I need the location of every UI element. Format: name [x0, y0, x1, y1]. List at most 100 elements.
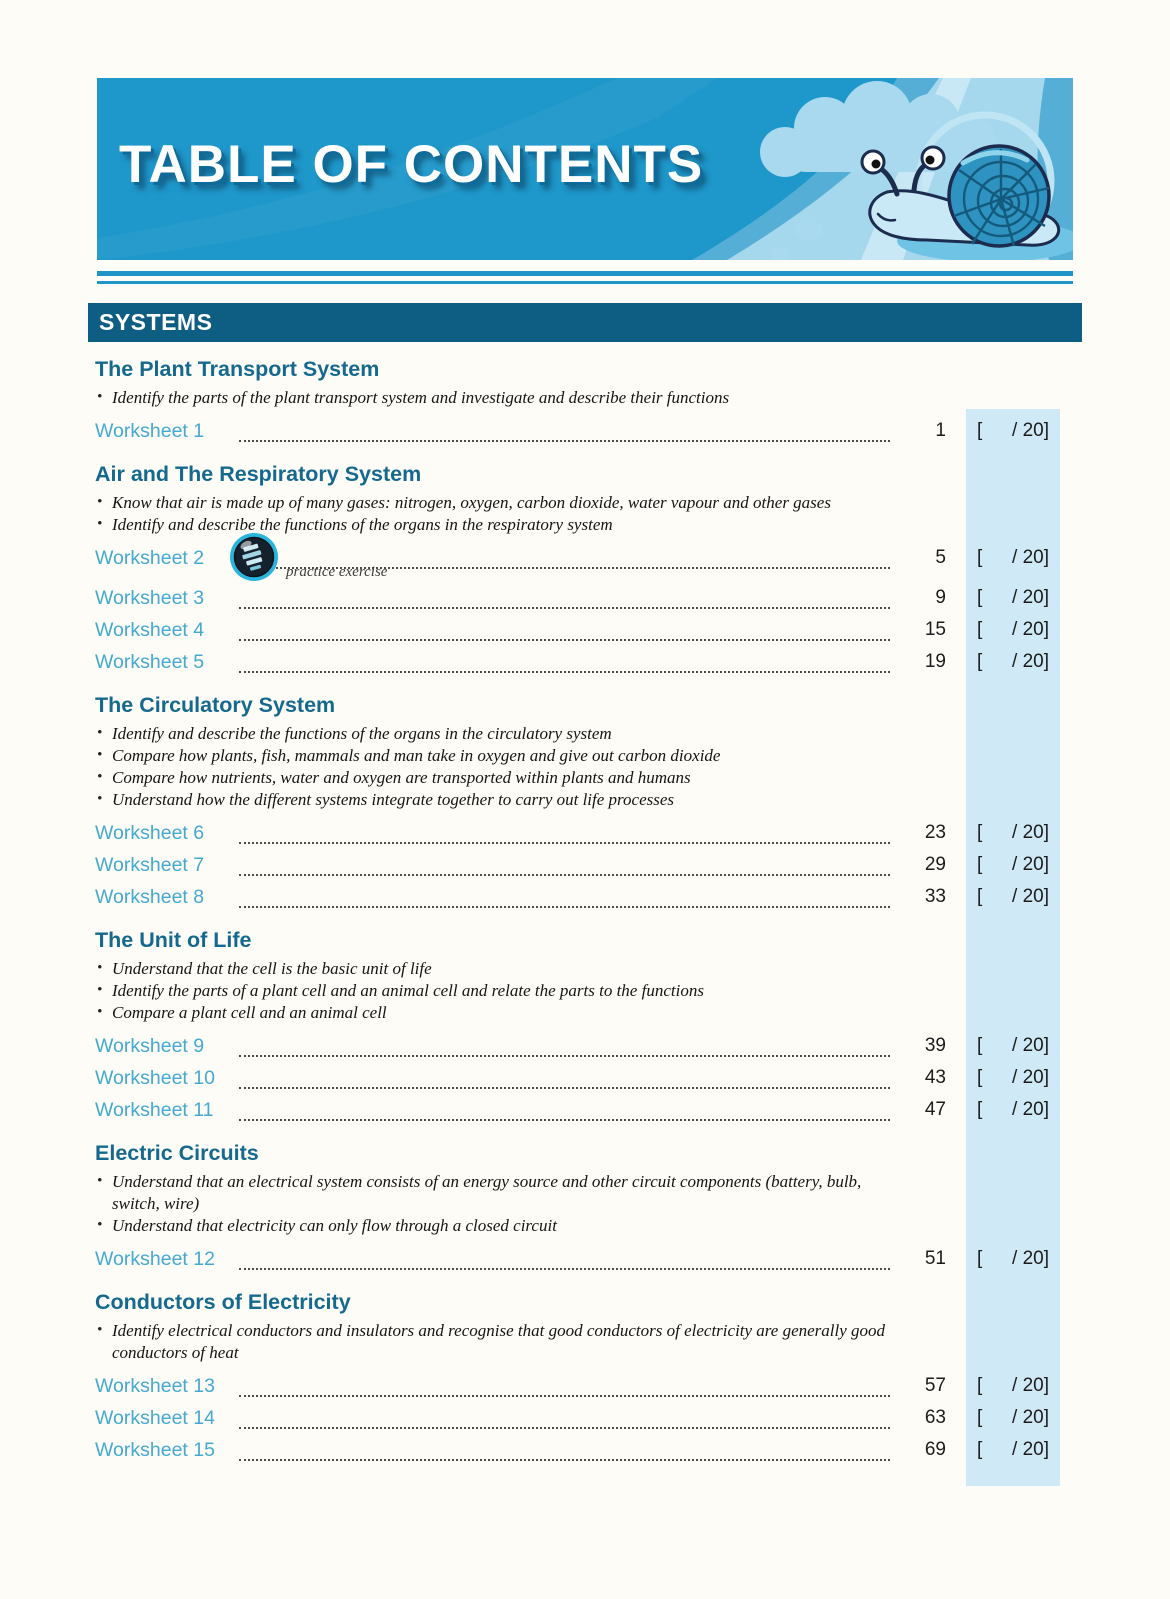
objective-item: Identify and describe the functions of t…: [95, 513, 910, 536]
page-number: 33: [924, 886, 946, 907]
score-box: [ / 20]: [966, 822, 1060, 844]
score-box: [ / 20]: [966, 854, 1060, 876]
worksheet-row[interactable]: Worksheet 8 33 [ / 20]: [95, 881, 1060, 913]
score-bracket-open: [: [977, 1067, 983, 1088]
score-box: [ / 20]: [966, 1248, 1060, 1270]
section-title: The Circulatory System: [95, 693, 336, 717]
section-objectives: Identify the parts of the plant transpor…: [95, 386, 910, 409]
score-box: [ / 20]: [966, 547, 1060, 569]
objective-item: Know that air is made up of many gases: …: [95, 491, 910, 514]
worksheet-row[interactable]: Worksheet 12 51 [ / 20]: [95, 1243, 1060, 1275]
page-number: 69: [924, 1439, 946, 1460]
score-box: [ / 20]: [966, 619, 1060, 641]
score-out-of: / 20]: [1012, 854, 1049, 875]
score-box: [ / 20]: [966, 886, 1060, 908]
score-bracket-open: [: [977, 1407, 983, 1428]
worksheet-row[interactable]: Worksheet 1 1 [ / 20]: [95, 415, 1060, 447]
worksheet-row[interactable]: Worksheet 10 43 [ / 20]: [95, 1062, 1060, 1094]
score-bracket-open: [: [977, 886, 983, 907]
worksheet-link[interactable]: Worksheet 15: [95, 1438, 215, 1461]
worksheet-rows: Worksheet 12 51 [ / 20]: [95, 1243, 1060, 1275]
objective-item: Understand that the cell is the basic un…: [95, 957, 910, 980]
worksheet-link[interactable]: Worksheet 5: [95, 650, 205, 673]
dotted-leader: [239, 1035, 890, 1057]
worksheet-rows: Worksheet 1 1 [ / 20]: [95, 415, 1060, 447]
page-number: 57: [924, 1375, 946, 1396]
toc-section: Air and The Respiratory System Know that…: [95, 461, 1060, 678]
worksheet-link[interactable]: Worksheet 12: [95, 1247, 215, 1270]
score-out-of: / 20]: [1012, 587, 1049, 608]
worksheet-row[interactable]: Worksheet 4 15 [ / 20]: [95, 614, 1060, 646]
worksheet-link[interactable]: Worksheet 13: [95, 1374, 215, 1397]
score-bracket-open: [: [977, 854, 983, 875]
score-out-of: / 20]: [1012, 547, 1049, 568]
dotted-leader: [239, 651, 890, 673]
objective-item: Compare how nutrients, water and oxygen …: [95, 766, 910, 789]
banner: TABLE OF CONTENTS: [97, 78, 1073, 260]
page-number: 19: [924, 651, 946, 672]
score-bracket-open: [: [977, 1099, 983, 1120]
worksheet-link[interactable]: Worksheet 4: [95, 618, 205, 641]
worksheet-row[interactable]: Worksheet 14 63 [ / 20]: [95, 1402, 1060, 1434]
worksheet-link[interactable]: Worksheet 3: [95, 586, 205, 609]
worksheet-row[interactable]: Worksheet 6 23 [ / 20]: [95, 817, 1060, 849]
objective-item: Understand how the different systems int…: [95, 788, 910, 811]
section-objectives: Understand that the cell is the basic un…: [95, 957, 910, 1024]
page-title: TABLE OF CONTENTS: [119, 135, 704, 194]
toc-sections: The Plant Transport System Identify the …: [95, 356, 1060, 1466]
score-bracket-open: [: [977, 651, 983, 672]
worksheet-row[interactable]: Worksheet 3 9 [ / 20]: [95, 582, 1060, 614]
dotted-leader: [239, 1067, 890, 1089]
page-number: 51: [924, 1248, 946, 1269]
score-out-of: / 20]: [1012, 886, 1049, 907]
worksheet-row[interactable]: Worksheet 11 47 [ / 20]: [95, 1094, 1060, 1126]
score-out-of: / 20]: [1012, 1035, 1049, 1056]
objective-item: Identify electrical conductors and insul…: [95, 1319, 910, 1364]
dotted-leader: [239, 1248, 890, 1270]
objective-item: Compare how plants, fish, mammals and ma…: [95, 744, 910, 767]
objective-item: Understand that electricity can only flo…: [95, 1214, 910, 1237]
worksheet-row[interactable]: Worksheet 9 39 [ / 20]: [95, 1030, 1060, 1062]
divider-rule-thin: [97, 281, 1073, 284]
section-objectives: Know that air is made up of many gases: …: [95, 491, 910, 536]
score-out-of: / 20]: [1012, 1375, 1049, 1396]
page-number: 15: [924, 619, 946, 640]
worksheet-link[interactable]: Worksheet 6: [95, 821, 205, 844]
worksheet-row[interactable]: Worksheet 13 57 [ / 20]: [95, 1370, 1060, 1402]
page-number: 43: [924, 1067, 946, 1088]
score-bracket-open: [: [977, 1035, 983, 1056]
score-box: [ / 20]: [966, 420, 1060, 442]
score-out-of: / 20]: [1012, 1067, 1049, 1088]
worksheet-link[interactable]: Worksheet 1: [95, 419, 205, 442]
dotted-leader: [239, 587, 890, 609]
worksheet-link[interactable]: Worksheet 10: [95, 1066, 215, 1089]
score-out-of: / 20]: [1012, 1248, 1049, 1269]
objective-item: Identify the parts of a plant cell and a…: [95, 979, 910, 1002]
worksheet-link[interactable]: Worksheet 14: [95, 1406, 215, 1429]
worksheet-row[interactable]: Worksheet 2 practice exercise 5 [ / 20]: [95, 533, 1060, 581]
dotted-leader: [239, 420, 890, 442]
worksheet-link[interactable]: Worksheet 2: [95, 546, 205, 569]
worksheet-row[interactable]: Worksheet 5 19 [ / 20]: [95, 646, 1060, 678]
worksheet-row[interactable]: Worksheet 15 69 [ / 20]: [95, 1434, 1060, 1466]
dotted-leader: [239, 547, 890, 569]
objective-item: Compare a plant cell and an animal cell: [95, 1001, 910, 1024]
worksheet-link[interactable]: Worksheet 7: [95, 853, 205, 876]
objective-item: Understand that an electrical system con…: [95, 1170, 910, 1215]
worksheet-link[interactable]: Worksheet 9: [95, 1034, 205, 1057]
divider-rule-thick: [97, 271, 1073, 276]
worksheet-rows: Worksheet 9 39 [ / 20] Worksheet 10 43 […: [95, 1030, 1060, 1126]
score-box: [ / 20]: [966, 1407, 1060, 1429]
score-bracket-open: [: [977, 1439, 983, 1460]
section-title: Air and The Respiratory System: [95, 462, 422, 486]
toc-section: Conductors of Electricity Identify elect…: [95, 1289, 1060, 1466]
page-number: 5: [935, 547, 946, 568]
objective-item: Identify and describe the functions of t…: [95, 722, 910, 745]
page-number: 39: [924, 1035, 946, 1056]
section-title: Electric Circuits: [95, 1141, 259, 1165]
worksheet-link[interactable]: Worksheet 11: [95, 1098, 214, 1121]
worksheet-link[interactable]: Worksheet 8: [95, 885, 205, 908]
worksheet-row[interactable]: Worksheet 7 29 [ / 20]: [95, 849, 1060, 881]
page-number: 63: [924, 1407, 946, 1428]
score-box: [ / 20]: [966, 651, 1060, 673]
